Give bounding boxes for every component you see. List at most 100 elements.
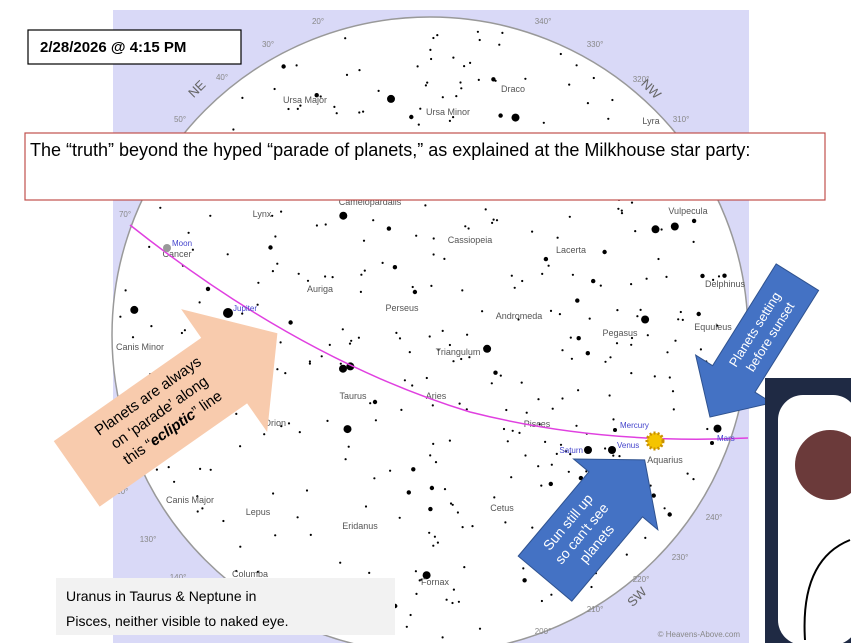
star [498,113,503,118]
star [615,342,619,345]
star [124,289,127,292]
star [335,112,338,115]
star [257,281,260,284]
constellation-label: Canis Major [166,495,214,505]
star [548,481,553,487]
star [541,272,544,275]
star [667,512,672,517]
star [374,419,377,422]
star [408,351,411,354]
star [411,467,416,472]
star [590,585,593,589]
star [585,351,590,356]
star [199,467,202,470]
star [461,289,464,292]
constellation-label: Aries [426,391,447,401]
star [441,329,444,332]
setting-callout: Planets setting before sunset [694,263,820,418]
degree-label: 240° [706,513,723,522]
star [609,356,612,359]
star [525,411,528,414]
star [445,598,448,601]
star [319,95,322,98]
star [364,505,368,508]
constellation-label: Vulpecula [668,206,707,216]
star [559,52,562,56]
degree-label: 340° [535,17,552,26]
star [428,506,433,512]
degree-label: 220° [633,575,650,584]
star [537,465,540,468]
star [432,237,435,240]
star [345,73,349,76]
arrow [517,458,659,602]
star [357,336,360,339]
star [416,65,419,68]
star [389,469,392,472]
star [276,262,279,265]
star [209,468,212,471]
star [653,375,656,378]
star [713,424,722,433]
planet-label: Jupiter [233,304,257,313]
constellation-label: Taurus [339,391,367,401]
star [586,102,590,105]
star [620,212,624,215]
star [306,279,310,282]
star [670,222,679,231]
star [419,107,422,110]
star [183,329,186,332]
star [591,278,596,284]
constellation-label: Lynx [253,209,272,219]
star [459,81,462,84]
star [575,64,578,67]
planet-label: Mercury [620,421,649,430]
star [501,31,504,34]
star [449,502,453,505]
constellation-label: Canis Minor [116,342,164,352]
planet [163,244,171,252]
star [575,298,580,303]
constellation-label: Cetus [490,503,514,513]
star [646,334,649,337]
planet-label: Venus [617,441,639,450]
star [392,265,398,270]
planet [584,446,592,454]
star [315,224,318,227]
star [476,30,479,33]
star [531,526,534,529]
star [417,123,420,126]
star [452,116,455,119]
star [187,231,190,234]
star [362,239,366,242]
star [428,335,431,338]
star [339,211,348,220]
star [692,478,695,481]
date-box [27,29,242,65]
star [324,223,327,226]
star [585,470,588,473]
star [550,593,553,596]
star [433,535,436,538]
star [415,234,418,237]
star [339,561,342,564]
logo-panel [765,378,851,643]
star [432,253,435,256]
star [477,78,480,81]
credit: © Heavens-Above.com [658,630,741,639]
star [491,221,494,224]
star [666,351,669,354]
star [436,541,439,544]
line: Pisces, neither visible to naked eye. [66,613,289,629]
star [481,310,484,313]
star [717,275,721,278]
star [373,477,376,480]
star [490,382,493,385]
star [464,225,467,228]
star [429,485,435,491]
star [569,453,572,456]
star [686,472,689,475]
date-label: 2/28/2026 @ 4:15 PM [40,39,186,56]
star [568,83,571,86]
